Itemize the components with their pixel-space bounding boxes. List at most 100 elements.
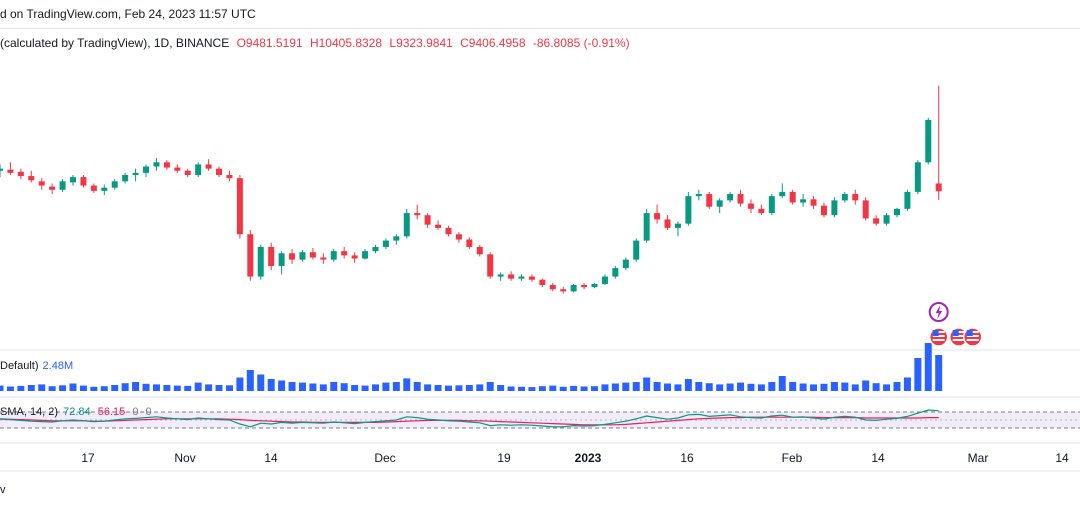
rsi-sma-value: 56.15 bbox=[97, 406, 126, 418]
candle-down bbox=[163, 162, 170, 168]
candle-down bbox=[49, 186, 56, 190]
candle-down bbox=[236, 178, 243, 235]
candle-up bbox=[393, 236, 400, 241]
candle-up bbox=[0, 168, 3, 171]
candle-up bbox=[695, 194, 702, 197]
candle-down bbox=[309, 252, 316, 258]
volume-bar bbox=[152, 384, 160, 391]
volume-bar bbox=[903, 377, 911, 391]
candle-up bbox=[893, 208, 900, 216]
volume-bar bbox=[851, 384, 859, 391]
candle-up bbox=[299, 252, 306, 260]
volume-bar bbox=[288, 382, 296, 391]
time-axis-tick: 19 bbox=[497, 451, 511, 465]
candle-up bbox=[403, 213, 410, 237]
volume-bar bbox=[246, 370, 254, 391]
volume-bar bbox=[830, 382, 838, 391]
candle-up bbox=[111, 181, 118, 188]
volume-bar bbox=[528, 387, 536, 391]
candle-up bbox=[362, 251, 369, 259]
candle-up bbox=[278, 253, 285, 266]
candle-down bbox=[466, 239, 473, 247]
candle-up bbox=[330, 251, 337, 260]
volume-bar bbox=[0, 385, 4, 391]
candle-down bbox=[424, 215, 431, 225]
time-axis-tick: 14 bbox=[1055, 451, 1069, 465]
candle-down bbox=[7, 169, 14, 173]
volume-bar bbox=[810, 384, 818, 391]
footer-text: v bbox=[0, 484, 6, 496]
volume-bar bbox=[872, 383, 880, 391]
volume-bar bbox=[841, 382, 849, 391]
candle-up bbox=[101, 187, 108, 191]
candle-down bbox=[539, 279, 546, 286]
volume-bar bbox=[778, 376, 786, 391]
time-axis-tick: Mar bbox=[968, 451, 989, 465]
candle-up bbox=[518, 276, 525, 279]
rsi-value: 72.84 bbox=[63, 406, 91, 418]
candle-up bbox=[570, 285, 577, 292]
candle-up bbox=[59, 181, 66, 190]
candle-up bbox=[685, 196, 692, 224]
volume-bar bbox=[361, 385, 369, 391]
candle-up bbox=[831, 200, 838, 216]
candle-down bbox=[810, 199, 817, 206]
candle-down bbox=[80, 177, 87, 186]
snapshot-caption: d on TradingView.com, Feb 24, 2023 11:57… bbox=[0, 7, 256, 21]
time-axis-tick: 14 bbox=[264, 451, 278, 465]
volume-bar bbox=[267, 379, 275, 391]
candle-up bbox=[643, 213, 650, 241]
volume-bar bbox=[653, 382, 661, 391]
high-value: H10405.8328 bbox=[309, 36, 383, 50]
candle-up bbox=[925, 119, 932, 163]
rsi-zero-2: 0 bbox=[145, 406, 152, 418]
low-value: L9323.9841 bbox=[389, 36, 453, 50]
volume-bar bbox=[591, 386, 599, 391]
candle-down bbox=[216, 168, 223, 175]
volume-bar bbox=[38, 384, 46, 391]
volume-bar bbox=[465, 385, 473, 391]
candle-up bbox=[382, 240, 389, 247]
candle-up bbox=[122, 174, 129, 182]
time-axis-tick: Dec bbox=[374, 451, 395, 465]
volume-bar bbox=[205, 384, 213, 391]
volume-bar bbox=[340, 383, 348, 391]
candle-up bbox=[257, 246, 264, 277]
candle-down bbox=[205, 164, 212, 169]
time-axis-tick: Nov bbox=[174, 451, 195, 465]
volume-bar bbox=[392, 382, 400, 391]
candle-down bbox=[455, 234, 462, 240]
chart-header: d on TradingView.com, Feb 24, 2023 11:57… bbox=[0, 0, 1080, 29]
candle-down bbox=[528, 276, 535, 280]
volume-bar bbox=[142, 383, 150, 391]
volume-bar bbox=[371, 384, 379, 391]
volume-bar bbox=[424, 384, 432, 391]
volume-bar bbox=[883, 384, 891, 391]
volume-bar bbox=[90, 386, 98, 391]
volume-bar bbox=[914, 358, 922, 391]
rsi-zero-1: 0 bbox=[132, 406, 139, 418]
ohlc-legend: (calculated by TradingView), 1D, BINANCE… bbox=[0, 36, 634, 50]
volume-bar bbox=[674, 384, 682, 391]
volume-bar bbox=[434, 385, 442, 391]
us-flag-event-icon bbox=[962, 327, 983, 347]
time-axis-tick: 17 bbox=[81, 451, 95, 465]
candle-up bbox=[716, 200, 723, 207]
volume-bar bbox=[173, 385, 181, 391]
candle-down bbox=[247, 234, 254, 277]
lightning-event-icon bbox=[928, 302, 949, 322]
volume-bar bbox=[309, 383, 317, 391]
volume-bar bbox=[893, 382, 901, 391]
volume-bar bbox=[298, 382, 306, 391]
volume-bar bbox=[486, 382, 494, 391]
volume-bar bbox=[538, 386, 546, 391]
candle-down bbox=[560, 289, 567, 292]
candle-up bbox=[904, 191, 911, 209]
volume-bar bbox=[768, 382, 776, 391]
us-flag-event-icon bbox=[928, 327, 949, 347]
close-value: C9406.4958 bbox=[460, 36, 526, 50]
candle-down bbox=[654, 213, 661, 220]
volume-bar bbox=[111, 385, 119, 391]
candle-down bbox=[935, 183, 942, 192]
